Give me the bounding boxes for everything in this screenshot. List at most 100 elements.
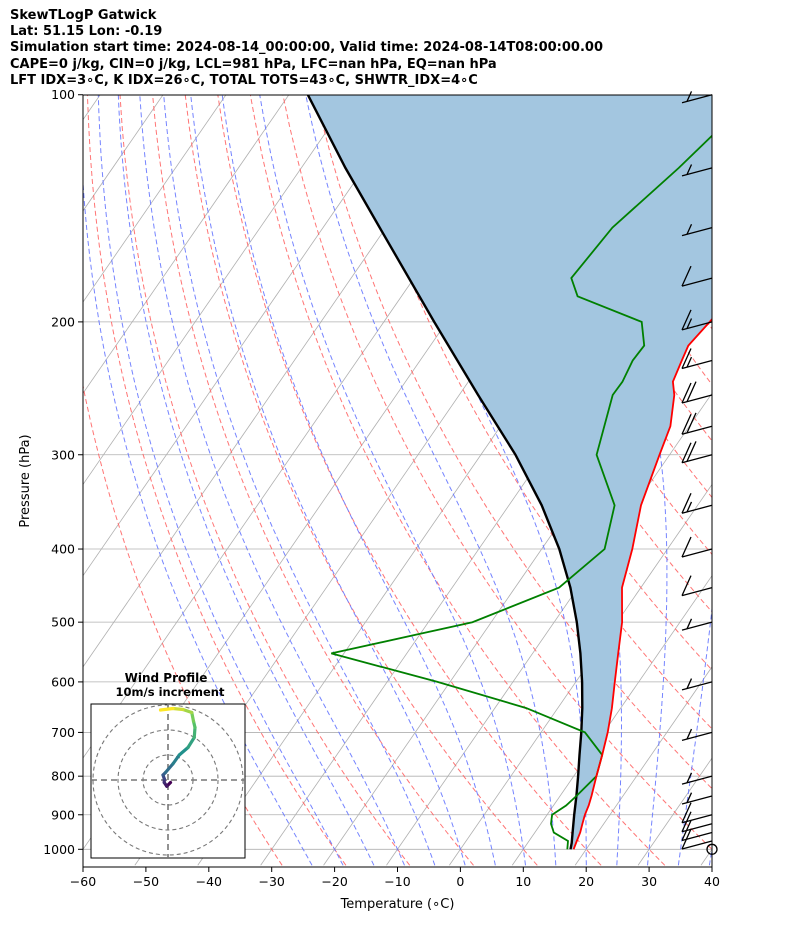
cape-fill-layer	[307, 95, 712, 850]
dry-adiabat	[184, 95, 538, 866]
x-tick-label: −50	[133, 874, 159, 889]
wind-barb	[681, 441, 713, 464]
wind-barb	[681, 348, 713, 370]
y-tick-label: 400	[51, 542, 75, 557]
barb-staff	[681, 795, 713, 805]
temperature-line	[572, 317, 712, 850]
barb-flag-half	[686, 164, 693, 175]
barb-flag-half	[686, 501, 693, 513]
wind-barb	[681, 536, 713, 558]
barb-flag-full	[681, 265, 692, 287]
barb-flag-full	[681, 536, 692, 558]
dry-adiabat	[739, 95, 794, 866]
stability-indices: LFT IDX=3∘C, K IDX=26∘C, TOTAL TOTS=43∘C…	[10, 72, 478, 88]
dewpoint-line	[331, 134, 712, 850]
wind-barbs	[681, 91, 718, 855]
station-location: Lat: 51.15 Lon: -0.19	[10, 24, 163, 40]
barb-flag-full	[686, 381, 697, 402]
moist-adiabat	[259, 95, 526, 866]
x-tick-label: −60	[70, 874, 96, 889]
barb-staff	[681, 840, 713, 850]
dry-adiabat	[772, 95, 794, 866]
chart-title: SkewTLogP Gatwick	[10, 8, 157, 23]
barb-flag-full	[681, 413, 692, 435]
barb-staff	[681, 359, 713, 370]
y-axis-label: Pressure (hPa)	[18, 434, 33, 527]
y-tick-label: 300	[51, 447, 75, 462]
barb-staff	[681, 454, 713, 464]
wind-barb	[681, 91, 713, 104]
moist-adiabat	[117, 95, 375, 866]
barb-staff	[681, 277, 713, 287]
hodograph-trace-segment	[171, 706, 185, 712]
wind-barb	[681, 381, 713, 404]
barb-staff	[681, 321, 713, 331]
wind-barb	[681, 223, 713, 237]
profile-layer	[306, 95, 712, 850]
barb-staff	[681, 621, 713, 631]
moist-adiabat	[190, 95, 466, 866]
y-tick-label: 200	[51, 314, 75, 329]
barb-staff	[681, 587, 713, 597]
dry-adiabat	[119, 95, 411, 866]
barb-flag-half	[686, 318, 693, 329]
wind-barb	[681, 309, 713, 331]
barb-staff	[681, 814, 713, 824]
moist-adiabat	[363, 95, 587, 866]
dry-adiabat	[83, 383, 283, 866]
barb-flag-half	[686, 356, 693, 368]
barb-flag-full	[681, 442, 692, 464]
x-tick-label: 20	[578, 874, 594, 889]
moist-adiabat	[97, 95, 344, 866]
moist-adiabat	[163, 95, 436, 866]
barb-flag-half	[686, 728, 693, 740]
wind-barb	[681, 728, 713, 742]
barb-staff	[681, 425, 713, 435]
x-tick-label: 40	[704, 874, 720, 889]
barb-staff	[681, 394, 713, 404]
dry-adiabat	[510, 95, 712, 442]
dry-adiabat	[249, 95, 666, 866]
x-tick-label: 0	[456, 874, 464, 889]
barb-flag-full	[681, 802, 692, 824]
isotherm-line	[83, 95, 415, 577]
moist-adiabat	[708, 846, 712, 866]
wind-barb	[681, 772, 713, 785]
y-tick-label: 900	[51, 807, 75, 822]
barb-staff	[681, 167, 713, 177]
wind-barb	[681, 493, 713, 514]
barb-flag-full	[686, 441, 697, 462]
mixing-ratio-line	[0, 682, 34, 865]
dry-adiabat	[347, 95, 712, 730]
moist-adiabat	[221, 95, 496, 866]
wind-barb	[681, 618, 713, 631]
moist-adiabat	[139, 95, 405, 866]
x-tick-label: −10	[384, 874, 410, 889]
x-tick-label: −20	[321, 874, 347, 889]
cin-shading	[307, 95, 712, 850]
wind-barb	[681, 575, 713, 597]
barb-staff	[681, 548, 713, 558]
hodograph-trace-segment	[163, 762, 175, 775]
barb-staff	[681, 226, 713, 237]
y-tick-label: 600	[51, 674, 75, 689]
isotherm-line	[83, 95, 227, 303]
barb-flag-half	[686, 91, 693, 102]
barb-staff	[681, 504, 713, 514]
barb-flag-half	[686, 792, 693, 803]
hodograph-title: Wind Profile	[125, 671, 208, 685]
hodograph-trace-segment	[177, 745, 190, 757]
parcel-profile-line	[306, 95, 584, 850]
barb-flag-half	[686, 223, 693, 235]
barb-staff	[681, 731, 713, 742]
x-tick-label: 30	[641, 874, 657, 889]
y-tick-label: 700	[51, 725, 75, 740]
barb-staff	[681, 775, 713, 785]
chart-header: SkewTLogP Gatwick Lat: 51.15 Lon: -0.19 …	[10, 8, 603, 89]
isotherm-line	[449, 483, 712, 866]
barb-flag-full	[681, 348, 692, 369]
simulation-times: Simulation start time: 2024-08-14_00:00:…	[10, 40, 603, 56]
x-axis-label: Temperature (∘C)	[340, 897, 455, 912]
dry-adiabat	[86, 95, 347, 866]
